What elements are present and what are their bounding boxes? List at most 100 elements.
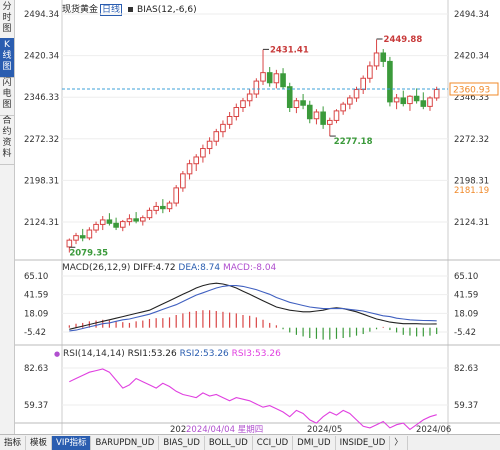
- kline-chart[interactable]: 2494.34 2494.34 2420.34 2420.34 2346.33 2346.…: [0, 0, 500, 434]
- candle-body: [373, 52, 380, 67]
- candle-body: [306, 104, 313, 120]
- candle-body: [280, 73, 286, 88]
- side-tab-char: K: [4, 40, 10, 50]
- candle-body: [293, 100, 300, 109]
- candle-body: [79, 235, 86, 239]
- candle-body: [226, 115, 233, 125]
- candle-body: [347, 97, 353, 105]
- candle-body: [407, 95, 413, 105]
- candle-body: [99, 219, 106, 225]
- rsi-tick-right: 59.37: [454, 401, 478, 411]
- candle-body: [173, 187, 179, 204]
- candle-body: [367, 65, 373, 79]
- rsi3-value: RSI3:53.26: [231, 349, 281, 359]
- side-tab-char: 合: [2, 116, 12, 126]
- price-tick-right: 2198.31: [454, 176, 489, 186]
- candle-body: [93, 223, 99, 231]
- candle-body: [286, 86, 293, 109]
- price-tick-left: 2124.31: [24, 218, 59, 228]
- macd-tick-left: 41.59: [24, 291, 48, 301]
- candle-body: [240, 100, 246, 109]
- candle-body: [427, 97, 433, 107]
- price-tick-left: 2420.34: [24, 52, 59, 62]
- candle-body: [86, 229, 93, 239]
- side-tab-char: 时: [2, 13, 12, 23]
- rsi-dot-icon: ●: [54, 350, 61, 358]
- candle-body: [360, 77, 366, 91]
- candle-body: [400, 97, 407, 105]
- toolbar-button[interactable]: DMI_UD: [293, 435, 336, 450]
- candle-body: [213, 131, 220, 142]
- rsi2-value: RSI2:53.26: [179, 349, 229, 359]
- candle-body: [140, 217, 146, 222]
- candle-body: [353, 89, 360, 99]
- candle-body: [413, 95, 420, 102]
- candle-body: [193, 156, 200, 165]
- candle-body: [233, 107, 240, 117]
- price-tick-right: 2420.34: [454, 52, 489, 62]
- indicator-label: BIAS(12,-6,6): [137, 5, 197, 15]
- toolbar-button[interactable]: BIAS_UD: [159, 435, 205, 450]
- candle-body: [160, 205, 166, 210]
- price-annotation: 2079.35: [69, 248, 108, 258]
- macd-tick-left: 65.10: [24, 272, 48, 282]
- tab-flash[interactable]: 闪电图: [0, 76, 14, 116]
- rsi-tick-right: 82.63: [454, 364, 478, 374]
- indicator-toolbar: 指标 模板 VIP指标 BARUPDN_UD BIAS_UD BOLL_UD CCI_UD D…: [0, 434, 500, 450]
- toolbar-button[interactable]: 指标: [0, 435, 27, 450]
- side-tab-char: 图: [2, 100, 12, 110]
- macd-tick-right: -5.42: [454, 328, 476, 338]
- candle-body: [180, 173, 186, 189]
- tab-contract-info[interactable]: 合约资料: [0, 114, 14, 165]
- candle-body: [273, 73, 280, 84]
- candle-body: [333, 110, 340, 121]
- price-tick-left: 2346.33: [24, 93, 59, 103]
- macd-diff-line: [69, 282, 437, 330]
- side-tab-char: 图: [2, 62, 12, 72]
- current-price-label: 2360.93: [453, 85, 490, 95]
- toolbar-button[interactable]: 〉: [390, 435, 408, 450]
- candle-body: [186, 163, 193, 175]
- macd-diff-value: DIFF:4.72: [133, 263, 176, 273]
- candle-body: [153, 205, 159, 211]
- macd-tick-right: 18.09: [454, 309, 478, 319]
- candle-body: [106, 219, 113, 224]
- rsi-tick-left: 82.63: [24, 364, 48, 374]
- candle-body: [206, 140, 213, 150]
- candle-body: [126, 218, 133, 223]
- candle-body: [73, 235, 79, 241]
- macd-dea-value: DEA:8.74: [178, 263, 221, 273]
- candle-body: [320, 111, 326, 125]
- price-tick-left: 2494.34: [24, 10, 59, 20]
- price-tick-left: 2272.32: [24, 135, 59, 145]
- candle-body: [66, 239, 73, 248]
- toolbar-button[interactable]: CCI_UD: [253, 435, 294, 450]
- candle-body: [393, 97, 400, 103]
- candle-body: [146, 209, 153, 219]
- toolbar-button[interactable]: INSIDE_UD: [336, 435, 391, 450]
- candle-body: [420, 100, 427, 107]
- candle-body: [133, 218, 139, 222]
- current-price-box: [449, 82, 499, 96]
- candle-body: [300, 100, 306, 106]
- toolbar-button[interactable]: 模板: [26, 435, 53, 450]
- macd-tick-left: -5.42: [24, 328, 46, 338]
- candle-body: [266, 72, 273, 84]
- toolbar-button[interactable]: BOLL_UD: [205, 435, 253, 450]
- toolbar-button[interactable]: BARUPDN_UD: [91, 435, 160, 450]
- chart-header: 现货黄金 日线 BIAS(12,-6,6): [62, 2, 197, 16]
- ref-price-label: 2181.19: [454, 186, 489, 196]
- toolbar-button[interactable]: VIP指标: [52, 435, 92, 450]
- date-cursor-label: 2024/04/04 星期四: [186, 425, 263, 434]
- rsi-line: [69, 368, 437, 431]
- side-tab-char: 资: [2, 138, 12, 148]
- period-badge[interactable]: 日线: [100, 4, 123, 16]
- rsi-tick-left: 59.37: [24, 401, 48, 411]
- price-tick-right: 2494.34: [454, 10, 489, 20]
- price-annotation: 2431.41: [270, 45, 309, 55]
- macd-title: MACD(26,12,9): [62, 263, 131, 273]
- price-tick-right: 2272.32: [454, 135, 489, 145]
- macd-tick-left: 18.09: [24, 309, 48, 319]
- side-tab-char: 分: [2, 2, 12, 12]
